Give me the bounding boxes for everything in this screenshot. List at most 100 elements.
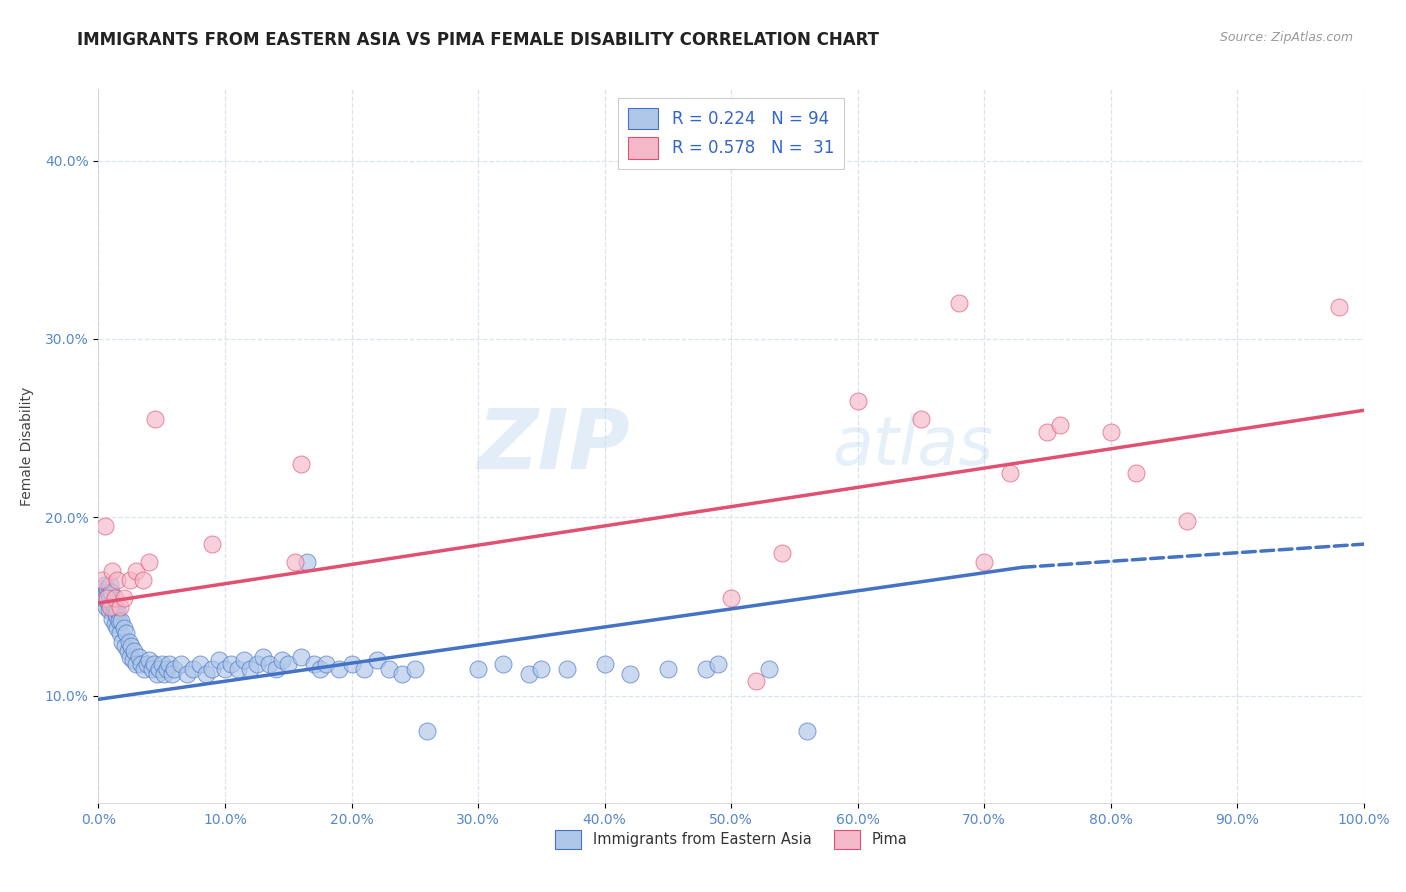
Point [290,457,312,471]
Point [125,564,148,578]
Point [467,662,489,676]
Point [107,573,129,587]
Point [593,657,616,671]
Point [103,603,125,617]
Point [108,599,131,614]
Point [194,667,218,681]
Point [353,662,375,676]
Point [1327,300,1350,314]
Point [758,662,780,676]
Text: atlas: atlas [832,413,994,479]
Point [121,653,143,667]
Point [107,603,129,617]
Point [97,603,120,617]
Point [404,662,426,676]
Point [707,657,730,671]
Point [112,591,135,605]
Point [998,466,1021,480]
Point [138,555,160,569]
Point [328,662,350,676]
Point [657,662,679,676]
Point [97,585,120,599]
Point [1175,514,1198,528]
Point [169,657,191,671]
Point [252,649,274,664]
Point [110,614,132,628]
Point [309,662,332,676]
Y-axis label: Female Disability: Female Disability [20,386,34,506]
Point [96,594,118,608]
Point [111,635,134,649]
Point [770,546,793,560]
Point [745,674,768,689]
Point [290,649,312,664]
Point [315,657,337,671]
Point [340,657,363,671]
Point [619,667,641,681]
Point [264,662,287,676]
Point [93,519,117,533]
Point [145,667,167,681]
Point [246,657,269,671]
Point [93,591,117,605]
Point [145,412,166,426]
Point [214,662,236,676]
Point [107,621,129,635]
Point [132,662,155,676]
Point [555,662,578,676]
Point [378,662,401,676]
Point [114,639,136,653]
Point [1036,425,1059,439]
Point [94,585,117,599]
Point [122,644,145,658]
Point [201,537,224,551]
Point [132,573,155,587]
Point [94,599,117,614]
Point [120,649,141,664]
Point [101,596,124,610]
Point [720,591,742,605]
Point [208,653,231,667]
Legend: Immigrants from Eastern Asia, Pima: Immigrants from Eastern Asia, Pima [548,822,914,856]
Point [135,657,157,671]
Text: ZIP: ZIP [477,406,630,486]
Point [156,662,179,676]
Point [93,591,115,605]
Point [163,662,186,676]
Point [297,555,319,569]
Point [150,657,173,671]
Point [108,626,131,640]
Point [1099,425,1122,439]
Point [391,667,413,681]
Point [138,653,160,667]
Point [104,599,127,614]
Point [695,662,717,676]
Point [302,657,325,671]
Point [201,662,224,676]
Text: Source: ZipAtlas.com: Source: ZipAtlas.com [1219,31,1353,45]
Point [1125,466,1147,480]
Point [270,653,294,667]
Point [530,662,553,676]
Point [96,582,118,596]
Point [277,657,299,671]
Point [846,394,869,409]
Point [153,667,176,681]
Point [517,667,540,681]
Point [948,296,970,310]
Point [143,657,166,671]
Point [104,617,127,632]
Point [1049,417,1071,432]
Point [96,591,118,605]
Point [93,578,117,592]
Point [118,635,141,649]
Point [141,662,163,676]
Point [188,657,211,671]
Point [416,724,439,739]
Point [98,599,121,614]
Point [91,582,114,596]
Point [973,555,995,569]
Point [107,614,129,628]
Point [157,657,180,671]
Text: IMMIGRANTS FROM EASTERN ASIA VS PIMA FEMALE DISABILITY CORRELATION CHART: IMMIGRANTS FROM EASTERN ASIA VS PIMA FEM… [77,31,879,49]
